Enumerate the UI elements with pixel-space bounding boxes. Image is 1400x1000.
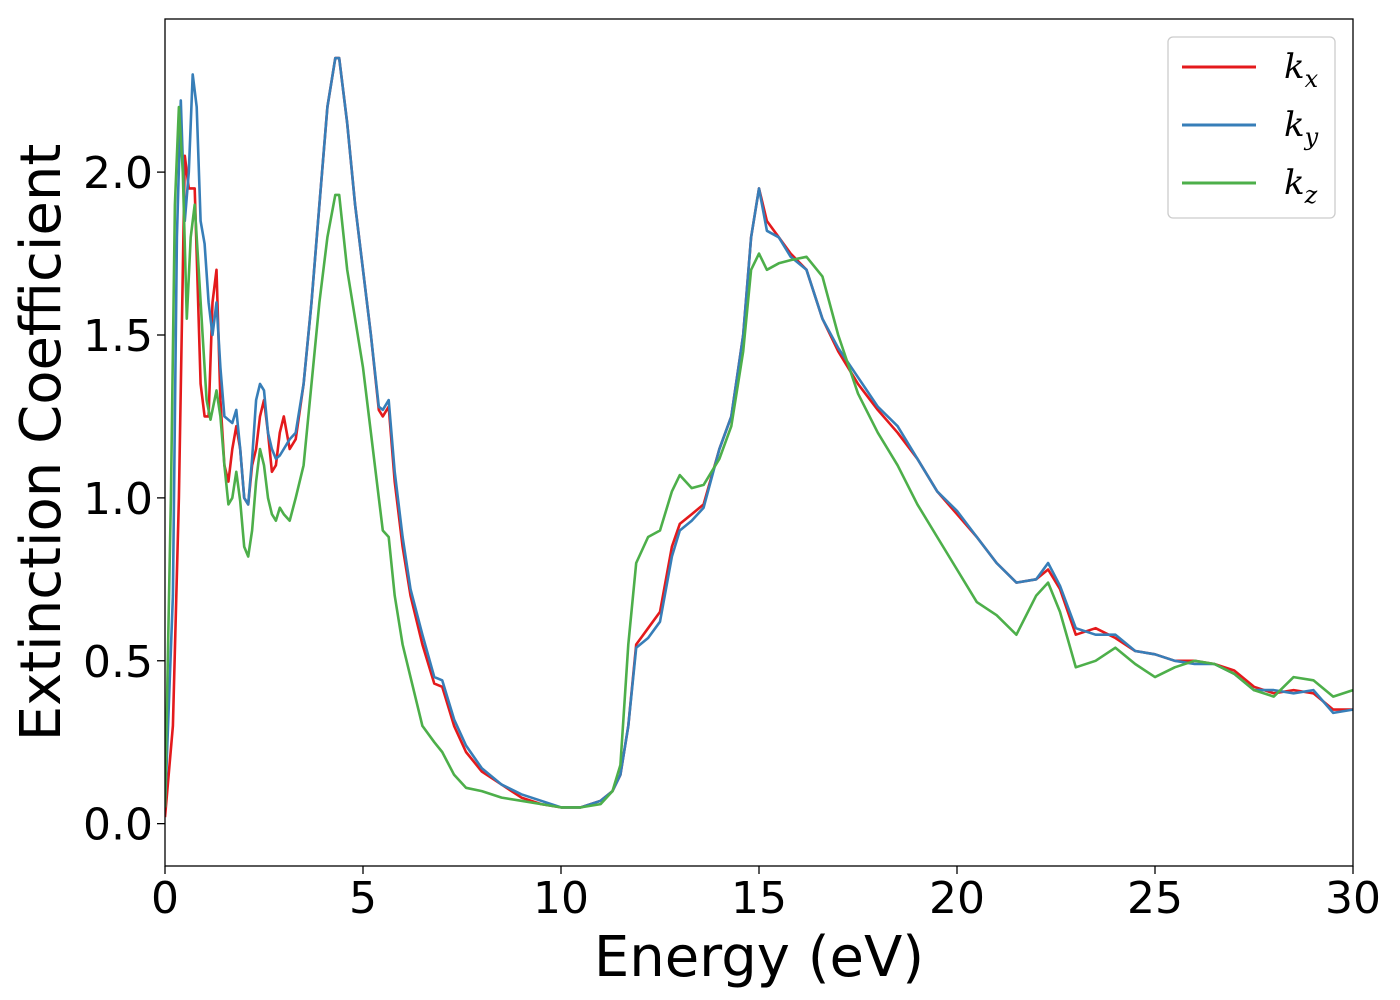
legend-label: kz [1284,163,1318,209]
legend-label: ky [1284,105,1319,151]
x-tick-label: 10 [533,873,589,924]
series-line-kz [165,105,1353,809]
y-tick-label: 0.0 [83,800,153,851]
y-tick-label: 1.5 [83,311,153,362]
legend-frame [1167,36,1336,219]
x-tick-label: 30 [1325,873,1381,924]
y-tick-label: 2.0 [83,148,153,199]
y-axis-title: Extinction Coefficient [9,144,74,742]
legend-label: kx [1284,47,1319,93]
x-tick-label: 15 [731,873,787,924]
y-tick-label: 0.5 [83,637,153,688]
y-axis-ticks: 0.0 0.5 1.0 1.5 2.0 [83,148,165,851]
x-tick-label: 20 [929,873,985,924]
series-layer [165,56,1353,818]
y-tick-label: 1.0 [83,474,153,525]
x-tick-label: 5 [349,873,377,924]
x-axis-title: Energy (eV) [594,925,924,990]
legend: kx ky kz [1167,36,1336,219]
x-tick-label: 25 [1127,873,1183,924]
series-line-ky [165,56,1353,809]
x-tick-label: 0 [151,873,179,924]
x-axis-ticks: 0 5 10 15 20 25 30 [151,866,1381,924]
